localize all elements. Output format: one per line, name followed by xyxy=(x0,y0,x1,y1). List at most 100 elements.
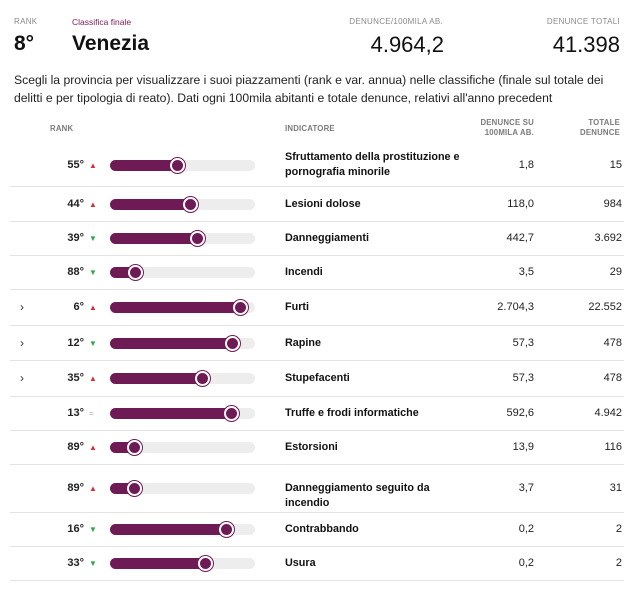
rank-bar-knob xyxy=(128,265,143,280)
trend-down-icon: ▼ xyxy=(89,525,97,534)
rank-bar-knob xyxy=(219,522,234,537)
row-denunce-per-100k: 3,5 xyxy=(518,266,534,278)
rank-bar-track xyxy=(110,556,255,571)
rank-value: 8° xyxy=(14,32,35,55)
row-indicator: Furti xyxy=(285,300,309,313)
table-row: 33° ▼ Usura 0,2 2 xyxy=(10,547,624,581)
column-header-totale-line1: TOTALE xyxy=(588,118,620,127)
trend-down-icon: ▼ xyxy=(89,339,97,348)
row-denunce-totali: 984 xyxy=(603,198,622,210)
table-row: 39° ▼ Danneggiamenti 442,7 3.692 xyxy=(10,222,624,256)
rank-bar-fill xyxy=(110,338,233,349)
row-indicator: Contrabbando xyxy=(285,522,359,535)
row-denunce-totali: 15 xyxy=(609,159,622,171)
rank-bar-track xyxy=(110,197,255,212)
rank-bar-knob xyxy=(195,371,210,386)
rank-bar-fill xyxy=(110,267,136,278)
trend-down-icon: ▼ xyxy=(89,559,97,568)
row-indicator: Danneggiamento seguito da incendio xyxy=(285,481,430,509)
column-header-rank: RANK xyxy=(50,124,74,133)
row-denunce-totali: 116 xyxy=(604,441,622,453)
row-indicator: Sfruttamento della prostituzione e porno… xyxy=(285,151,460,178)
expand-chevron-icon[interactable]: › xyxy=(20,371,24,385)
province-name[interactable]: Venezia xyxy=(72,32,150,55)
row-denunce-totali: 3.692 xyxy=(594,232,622,244)
rank-bar-knob xyxy=(198,556,213,571)
trend-up-icon: ▲ xyxy=(89,200,97,209)
rank-bar-fill xyxy=(110,524,227,535)
row-denunce-totali: 478 xyxy=(603,337,622,349)
rank-bar-fill xyxy=(110,483,135,494)
row-indicator: Incendi xyxy=(285,265,323,278)
row-rank: 55° xyxy=(67,159,84,171)
trend-up-icon: ▲ xyxy=(89,161,97,170)
row-denunce-totali: 478 xyxy=(603,372,622,384)
row-denunce-per-100k: 0,2 xyxy=(518,523,534,535)
table-row: 13° = Truffe e frodi informatiche 592,6 4.94… xyxy=(10,397,624,431)
table-header: RANK INDICATORE DENUNCE SU 100MILA AB. T… xyxy=(0,118,640,140)
rank-bar-knob xyxy=(183,197,198,212)
table-row[interactable]: › 35° ▲ Stupefacenti 57,3 478 xyxy=(10,361,624,397)
column-header-indicatore: INDICATORE xyxy=(285,124,335,133)
row-denunce-totali: 22.552 xyxy=(588,301,622,313)
table-row: 55° ▲ Sfruttamento della prostituzione e p… xyxy=(10,144,624,187)
row-denunce-per-100k: 118,0 xyxy=(507,198,534,210)
rank-bar-knob xyxy=(233,300,248,315)
table-row: 16° ▼ Contrabbando 0,2 2 xyxy=(10,513,624,547)
row-denunce-per-100k: 0,2 xyxy=(518,557,534,569)
row-denunce-totali: 4.942 xyxy=(594,407,622,419)
rank-bar-track xyxy=(110,440,255,455)
expand-chevron-icon[interactable]: › xyxy=(20,336,24,350)
intro-text: Scegli la provincia per visualizzare i s… xyxy=(14,73,604,105)
rank-bar-knob xyxy=(225,336,240,351)
rank-bar-fill xyxy=(110,373,203,384)
denunce-per-100k-value: 4.964,2 xyxy=(370,32,444,57)
table-row: 89° ▲ Danneggiamento seguito da incendio 3,… xyxy=(10,465,624,513)
rank-bar-fill xyxy=(110,233,198,244)
row-rank: 39° xyxy=(67,232,84,244)
column-header-denunce: DENUNCE SU 100MILA AB. xyxy=(480,118,534,138)
rank-bar-track xyxy=(110,336,255,351)
rank-bar-track xyxy=(110,522,255,537)
rank-bar-knob xyxy=(190,231,205,246)
row-denunce-per-100k: 57,3 xyxy=(512,337,534,349)
expand-chevron-icon[interactable]: › xyxy=(20,300,24,314)
row-rank: 16° xyxy=(67,523,84,535)
table-row: 44° ▲ Lesioni dolose 118,0 984 xyxy=(10,187,624,222)
row-denunce-per-100k: 2.704,3 xyxy=(497,301,534,313)
row-indicator: Lesioni dolose xyxy=(285,197,361,210)
row-rank: 35° xyxy=(67,372,84,384)
row-denunce-per-100k: 3,7 xyxy=(518,482,534,494)
table-row: 89° ▲ Estorsioni 13,9 116 xyxy=(10,431,624,465)
rank-bar-knob xyxy=(127,481,142,496)
row-rank: 13° xyxy=(67,407,84,419)
denunce-per-100k-label: DENUNCE/100MILA AB. xyxy=(349,17,443,26)
table-row[interactable]: › 12° ▼ Rapine 57,3 478 xyxy=(10,326,624,361)
row-rank: 44° xyxy=(67,198,84,210)
rank-bar-track xyxy=(110,481,255,496)
rank-bar-knob xyxy=(170,158,185,173)
rank-label: RANK xyxy=(14,17,38,26)
row-rank: 12° xyxy=(67,337,84,349)
rank-bar-knob xyxy=(224,406,239,421)
trend-down-icon: ▼ xyxy=(89,268,97,277)
row-indicator: Estorsioni xyxy=(285,440,338,453)
province-summary-header: RANK Classifica finale DENUNCE/100MILA A… xyxy=(0,0,640,62)
row-denunce-totali: 2 xyxy=(615,557,622,569)
rank-bar-track xyxy=(110,300,255,315)
column-header-denunce-line1: DENUNCE SU xyxy=(480,118,534,127)
rank-bar-track xyxy=(110,231,255,246)
row-denunce-per-100k: 592,6 xyxy=(506,407,534,419)
row-rank: 33° xyxy=(67,557,84,569)
trend-up-icon: ▲ xyxy=(89,443,97,452)
column-header-totale: TOTALE DENUNCE xyxy=(580,118,620,138)
row-indicator: Rapine xyxy=(285,336,321,349)
denunce-totali-value: 41.398 xyxy=(552,32,620,57)
row-denunce-totali: 29 xyxy=(609,266,622,278)
table-row[interactable]: › 6° ▲ Furti 2.704,3 22.552 xyxy=(10,290,624,326)
denunce-totali-label: DENUNCE TOTALI xyxy=(546,17,620,26)
rank-bar-track xyxy=(110,265,255,280)
row-rank: 89° xyxy=(67,482,84,494)
trend-stable-icon: = xyxy=(89,409,94,418)
rank-bar-fill xyxy=(110,199,191,210)
